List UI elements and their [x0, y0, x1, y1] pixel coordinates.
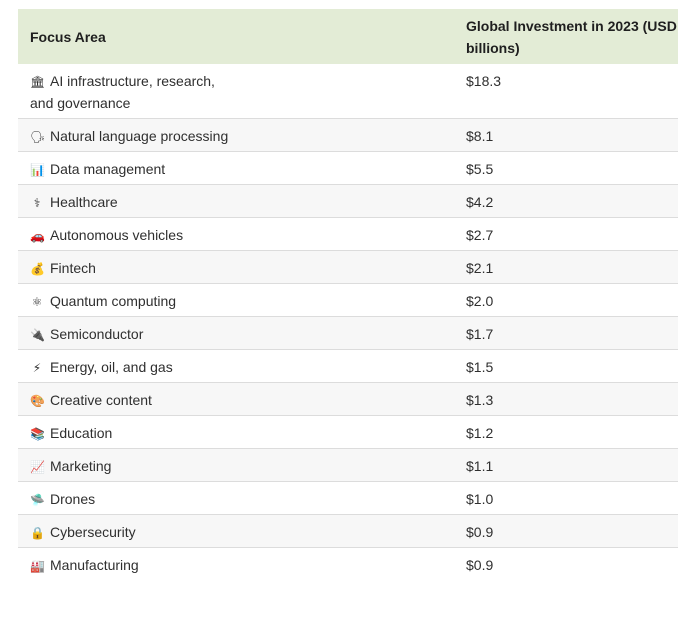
focus-area-cell: 🏛 AI infrastructure, research, and govern…: [18, 64, 454, 119]
table-header: Focus Area Global Investment in 2023 (US…: [18, 9, 678, 64]
investment-table-container: Focus Area Global Investment in 2023 (US…: [18, 9, 678, 580]
focus-area-cell: ⚡ Energy, oil, and gas: [18, 350, 454, 383]
investment-value: $18.3: [466, 73, 502, 89]
header-row: Focus Area Global Investment in 2023 (US…: [18, 9, 678, 64]
plug-icon: 🔌: [30, 328, 45, 342]
investment-value: $0.9: [466, 557, 494, 573]
focus-area-cell: 📊 Data management: [18, 152, 454, 185]
focus-area-cell: 📈 Marketing: [18, 449, 454, 482]
table-row: ⚛ Quantum computing $2.0: [18, 284, 678, 317]
investment-value: $1.3: [466, 392, 494, 408]
investment-value: $4.2: [466, 194, 494, 210]
investment-value: $0.9: [466, 524, 494, 540]
focus-area-label: Marketing: [50, 458, 112, 474]
focus-area-cell: 💰 Fintech: [18, 251, 454, 284]
government-building-icon: 🏛: [30, 75, 46, 89]
investment-value: $1.0: [466, 491, 494, 507]
focus-area-cell: ⚕ Healthcare: [18, 185, 454, 218]
table-row: 💰 Fintech $2.1: [18, 250, 678, 284]
focus-area-cell: 📚 Education: [18, 416, 454, 449]
investment-value: $1.7: [466, 326, 494, 342]
books-icon: 📚: [30, 427, 45, 441]
focus-area-label: Quantum computing: [50, 293, 177, 309]
focus-area-label: Cybersecurity: [50, 524, 136, 540]
investment-table: Focus Area Global Investment in 2023 (US…: [18, 9, 678, 580]
drone-icon: 🛸: [30, 493, 45, 507]
focus-area-cell: 🛸 Drones: [18, 482, 454, 515]
focus-area-label: Autonomous vehicles: [50, 227, 184, 243]
focus-area-cell: 🏭 Manufacturing: [18, 548, 454, 581]
palette-icon: 🎨: [30, 394, 45, 408]
table-row: 🚗 Autonomous vehicles $2.7: [18, 218, 678, 251]
money-bag-icon: 💰: [30, 262, 45, 276]
focus-area-label: Data management: [50, 161, 166, 177]
focus-area-label: Fintech: [50, 260, 96, 276]
lightning-icon: ⚡: [32, 361, 42, 375]
focus-area-label: Manufacturing: [50, 557, 139, 573]
focus-area-label: Semiconductor: [50, 326, 144, 342]
table-row: 🎨 Creative content $1.3: [18, 382, 678, 416]
table-body: 🏛 AI infrastructure, research, and govern…: [18, 64, 678, 580]
trend-up-icon: 📈: [30, 460, 45, 474]
investment-value: $8.1: [466, 128, 494, 144]
focus-area-cell: 🗣 Natural language processing: [18, 119, 454, 152]
focus-area-cell: 🎨 Creative content: [18, 383, 454, 416]
investment-value: $1.2: [466, 425, 494, 441]
investment-value: $2.7: [466, 227, 494, 243]
investment-value: $1.1: [466, 458, 494, 474]
focus-area-cell: ⚛ Quantum computing: [18, 284, 454, 317]
table-row: 🛸 Drones $1.0: [18, 482, 678, 515]
focus-area-label: Healthcare: [50, 194, 118, 210]
focus-area-label: Education: [50, 425, 113, 441]
focus-area-label: Energy, oil, and gas: [50, 359, 173, 375]
focus-area-cell: 🔌 Semiconductor: [18, 317, 454, 350]
bar-chart-icon: 📊: [30, 163, 45, 177]
table-row: 🔒 Cybersecurity $0.9: [18, 514, 678, 548]
table-row: 📈 Marketing $1.1: [18, 448, 678, 482]
lock-icon: 🔒: [30, 526, 45, 540]
focus-area-label: Drones: [50, 491, 96, 507]
focus-area-label: AI infrastructure, research, and governa…: [30, 73, 215, 111]
focus-area-label: Natural language processing: [50, 128, 229, 144]
car-icon: 🚗: [30, 229, 45, 243]
factory-icon: 🏭: [30, 559, 45, 573]
focus-area-cell: 🚗 Autonomous vehicles: [18, 218, 454, 251]
table-row: 🏛 AI infrastructure, research, and govern…: [18, 64, 678, 119]
focus-area-label: Creative content: [50, 392, 152, 408]
column-header-focus-area: Focus Area: [30, 28, 106, 45]
investment-value: $1.5: [466, 359, 494, 375]
speaking-head-icon: 🗣: [30, 130, 46, 144]
investment-value: $2.1: [466, 260, 494, 276]
table-row: 🏭 Manufacturing $0.9: [18, 548, 678, 581]
table-row: 🗣 Natural language processing $8.1: [18, 118, 678, 152]
investment-value: $5.5: [466, 161, 494, 177]
medical-icon: ⚕: [33, 196, 41, 210]
column-header-investment: Global Investment in 2023 (USD billions): [466, 17, 677, 56]
table-row: 🔌 Semiconductor $1.7: [18, 316, 678, 350]
table-row: ⚕ Healthcare $4.2: [18, 184, 678, 218]
table-row: 📊 Data management $5.5: [18, 152, 678, 185]
atom-icon: ⚛: [31, 295, 43, 309]
investment-value: $2.0: [466, 293, 494, 309]
table-row: ⚡ Energy, oil, and gas $1.5: [18, 350, 678, 383]
focus-area-cell: 🔒 Cybersecurity: [18, 515, 454, 548]
table-row: 📚 Education $1.2: [18, 416, 678, 449]
